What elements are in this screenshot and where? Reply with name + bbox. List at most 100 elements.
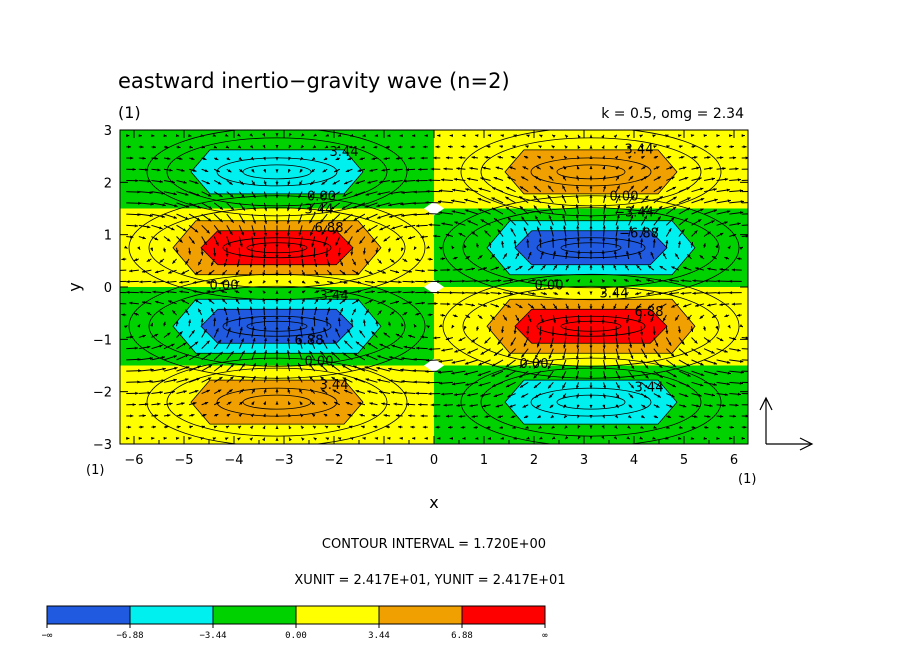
- vector-head: [629, 225, 633, 230]
- vector-head: [720, 156, 724, 160]
- vector-head: [473, 145, 477, 149]
- vector-head: [449, 134, 453, 138]
- vector-head: [425, 212, 430, 216]
- vector-head: [519, 196, 523, 200]
- vector-head: [213, 317, 217, 321]
- vector-head: [530, 265, 535, 269]
- vector-head: [344, 340, 348, 344]
- vector-head: [743, 145, 747, 149]
- vector-head: [146, 258, 151, 262]
- vector-head: [298, 376, 302, 380]
- vector-head: [237, 437, 241, 441]
- vector-head: [194, 181, 199, 184]
- vector-head: [287, 315, 291, 319]
- vector-head: [507, 266, 511, 270]
- vector-head: [150, 247, 153, 252]
- contour-region: [504, 149, 678, 195]
- vector-head: [548, 204, 551, 209]
- vector-head: [275, 195, 279, 199]
- vector-head: [499, 425, 503, 429]
- vector-head: [491, 207, 496, 211]
- vector-head: [677, 329, 681, 334]
- vector-head: [249, 264, 253, 268]
- vector-head: [697, 351, 702, 355]
- vector-head: [533, 185, 538, 190]
- vector-head: [613, 250, 617, 254]
- vector-head: [130, 235, 134, 239]
- vector-head: [683, 304, 687, 308]
- vector-head: [657, 354, 661, 358]
- vector-head: [551, 237, 555, 242]
- vector-head: [310, 232, 313, 236]
- vector-head: [172, 260, 176, 264]
- vector-head: [313, 133, 317, 137]
- vector-head: [467, 220, 471, 224]
- vector-head: [137, 324, 141, 328]
- vector-head: [672, 384, 677, 388]
- vector-head: [613, 305, 617, 310]
- vector-head: [654, 156, 658, 159]
- vector-head: [219, 377, 223, 381]
- vector-head: [249, 437, 253, 441]
- vector-head: [729, 134, 733, 138]
- vector-head: [331, 218, 335, 223]
- vector-head: [299, 181, 303, 186]
- vector-head: [549, 344, 553, 349]
- vector-head: [336, 145, 341, 149]
- vector-head: [614, 145, 618, 149]
- vector-head: [288, 290, 292, 295]
- vector-head: [745, 234, 748, 238]
- vector-head: [347, 413, 351, 417]
- vector-head: [309, 376, 313, 380]
- vector-head: [287, 194, 291, 199]
- vector-head: [548, 355, 552, 359]
- vector-head: [625, 305, 629, 310]
- vector-head: [311, 169, 315, 173]
- vector-head: [491, 363, 496, 367]
- vector-head: [424, 280, 428, 284]
- vector-head: [298, 338, 302, 342]
- vector-head: [663, 317, 666, 322]
- vector-head: [475, 134, 479, 138]
- vector-head: [615, 404, 619, 408]
- vector-head: [379, 343, 383, 347]
- vector-head: [711, 256, 716, 260]
- vector-head: [460, 425, 465, 429]
- vector-head: [445, 414, 450, 418]
- vector-head: [655, 166, 660, 170]
- vector-head: [352, 261, 356, 266]
- vector-head: [412, 201, 416, 205]
- vector-head: [413, 357, 417, 361]
- vector-head: [142, 414, 146, 418]
- vector-head: [262, 290, 267, 295]
- vector-head: [241, 363, 245, 367]
- vector-head: [677, 240, 681, 245]
- vector-head: [320, 219, 324, 223]
- vector-head: [203, 329, 207, 333]
- vector-head: [466, 177, 471, 181]
- vector-head: [323, 414, 328, 417]
- vector-head: [388, 203, 392, 207]
- vector-head: [287, 401, 291, 405]
- vector-head: [516, 317, 519, 322]
- vector-head: [157, 168, 161, 172]
- vector-head: [741, 436, 745, 440]
- vector-head: [671, 217, 675, 221]
- vector-head: [564, 237, 568, 241]
- vector-head: [325, 437, 330, 441]
- vector-head: [314, 306, 318, 311]
- vector-head: [188, 251, 192, 255]
- vector-head: [615, 345, 619, 349]
- contour-labels: 0.00 3.44 6.88 0.00 3.44 6.88 0.00 3.44 3.44 0.00…: [210, 143, 664, 396]
- vector-head: [686, 187, 690, 191]
- vector-head: [286, 220, 290, 224]
- vector-head: [362, 133, 366, 137]
- vector-head: [704, 279, 708, 283]
- vector-head: [342, 218, 346, 222]
- vector-head: [388, 214, 393, 218]
- y-tick-label: 1: [104, 229, 112, 244]
- vector-head: [315, 298, 319, 302]
- vector-head: [287, 169, 291, 173]
- colorbar-label: −6.88: [116, 631, 143, 641]
- vector-head: [576, 333, 580, 337]
